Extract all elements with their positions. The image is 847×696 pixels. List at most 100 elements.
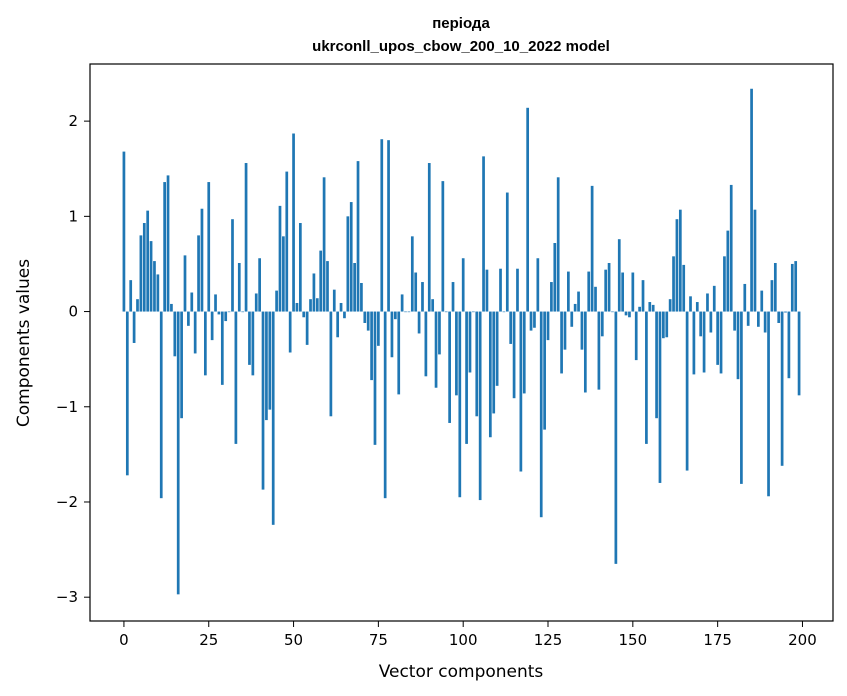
x-tick-label: 125 <box>534 631 563 649</box>
bar-component-83 <box>404 311 407 313</box>
bar-component-130 <box>563 311 567 350</box>
bar-component-186 <box>753 209 757 312</box>
bar-component-13 <box>166 175 170 312</box>
bar-component-172 <box>706 293 709 312</box>
y-tick-label: 0 <box>68 303 78 321</box>
bar-component-53 <box>302 311 306 318</box>
bar-component-38 <box>251 311 255 376</box>
x-axis-ticks: 0 25 50 75 100 125 150 175 200 <box>119 621 817 649</box>
bar-component-162 <box>672 256 675 312</box>
bar-component-7 <box>146 210 150 312</box>
bar-component-14 <box>170 303 173 312</box>
bar-component-12 <box>163 182 166 312</box>
bar-component-134 <box>577 291 580 312</box>
bar-component-129 <box>560 311 563 374</box>
bar-component-173 <box>709 311 713 333</box>
bar-component-154 <box>645 311 648 444</box>
bar-component-109 <box>492 311 496 414</box>
bar-component-48 <box>285 171 289 312</box>
bar-component-107 <box>485 269 489 312</box>
bar-component-16 <box>176 311 180 595</box>
y-tick-label: −3 <box>56 588 78 606</box>
bar-component-157 <box>655 311 658 419</box>
bar-component-42 <box>265 311 268 421</box>
bar-component-72 <box>366 311 370 331</box>
bar-component-166 <box>685 311 689 471</box>
bar-component-183 <box>743 283 747 312</box>
bar-component-182 <box>740 311 743 484</box>
bar-component-45 <box>275 290 278 312</box>
bar-component-163 <box>675 219 679 312</box>
bar-component-26 <box>210 311 214 341</box>
bar-component-66 <box>346 216 350 312</box>
y-tick-label: −1 <box>56 398 78 416</box>
bar-component-144 <box>611 311 614 313</box>
bar-component-149 <box>628 311 631 318</box>
bar-component-22 <box>197 235 200 312</box>
x-tick-label: 75 <box>369 631 388 649</box>
bar-component-64 <box>339 302 343 312</box>
bar-component-41 <box>261 311 265 490</box>
bar-component-175 <box>716 311 720 365</box>
bar-component-40 <box>258 258 261 312</box>
bar-component-164 <box>678 209 682 312</box>
x-tick-label: 200 <box>788 631 817 649</box>
bar-component-19 <box>187 311 190 326</box>
bar-component-177 <box>723 256 726 312</box>
bar-component-96 <box>448 311 451 423</box>
bar-component-84 <box>407 311 411 313</box>
bar-component-95 <box>444 311 448 313</box>
bar-component-133 <box>573 303 577 312</box>
bar-component-85 <box>410 236 414 312</box>
bar-component-161 <box>668 299 672 312</box>
bar-component-92 <box>434 311 438 388</box>
bar-component-11 <box>159 311 163 499</box>
bar-component-82 <box>400 294 404 312</box>
bar-component-143 <box>607 262 611 312</box>
bar-component-3 <box>132 311 136 343</box>
bar-component-124 <box>543 311 546 430</box>
chart-title-line-2: ukrconll_upos_cbow_200_10_2022 model <box>312 38 610 55</box>
x-tick-label: 50 <box>284 631 303 649</box>
bar-component-94 <box>441 181 445 312</box>
bar-component-81 <box>397 311 401 395</box>
bar-component-78 <box>387 140 390 312</box>
bar-component-131 <box>567 271 570 312</box>
bar-component-122 <box>536 258 540 312</box>
bar-component-102 <box>468 311 472 373</box>
y-axis-ticks: −3 −2 −1 0 1 2 <box>56 112 90 606</box>
x-axis-label: Vector components <box>379 662 544 682</box>
bar-component-27 <box>214 294 217 312</box>
bar-component-139 <box>594 286 597 312</box>
bar-component-169 <box>695 302 699 312</box>
bar-component-136 <box>583 311 587 393</box>
bar-component-5 <box>139 235 143 312</box>
bar-component-106 <box>482 156 485 312</box>
bar-component-111 <box>499 268 502 312</box>
bar-component-8 <box>149 241 153 312</box>
bar-component-57 <box>315 298 319 312</box>
bar-component-195 <box>784 311 787 313</box>
bar-component-89 <box>424 311 428 377</box>
bar-component-32 <box>231 219 234 312</box>
bar-component-47 <box>282 236 285 312</box>
bar-component-25 <box>207 182 211 312</box>
bar-component-128 <box>556 177 560 312</box>
bar-component-93 <box>438 311 441 355</box>
bar-component-30 <box>224 311 228 322</box>
bar-component-63 <box>336 311 340 338</box>
x-tick-label: 0 <box>119 631 129 649</box>
bar-component-21 <box>193 311 197 354</box>
plot-frame <box>89 63 834 622</box>
x-tick-label: 100 <box>449 631 478 649</box>
bar-component-197 <box>790 263 794 312</box>
bar-component-168 <box>692 311 696 375</box>
bar-component-87 <box>417 311 421 334</box>
bar-component-192 <box>773 262 777 312</box>
bar-component-113 <box>505 192 509 312</box>
bar-component-35 <box>241 311 245 313</box>
bar-component-44 <box>271 311 275 525</box>
bar-component-50 <box>292 133 295 312</box>
bar-component-36 <box>244 163 248 312</box>
